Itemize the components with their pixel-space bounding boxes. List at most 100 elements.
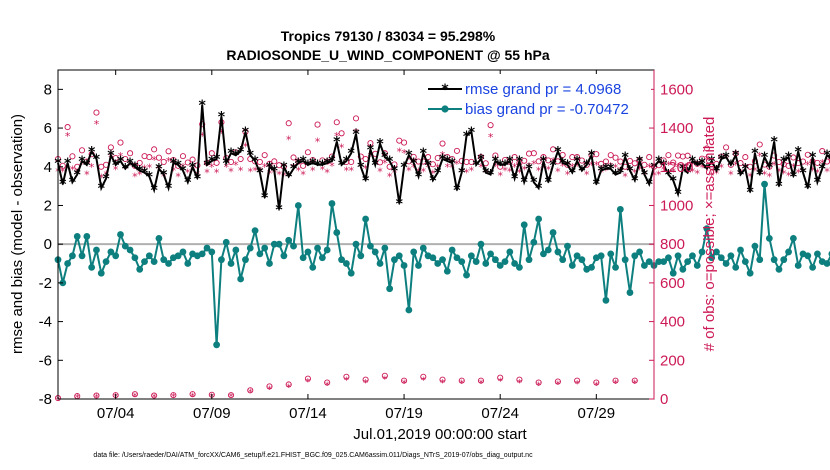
obs-possible-marker — [684, 152, 691, 159]
obs-assimilated-00z-marker: * — [344, 376, 349, 387]
obs-assimilated-marker: * — [493, 160, 499, 173]
obs-possible-marker — [64, 124, 71, 131]
obs-possible-00z-marker — [189, 391, 196, 398]
bias-marker — [218, 256, 225, 264]
obs-assimilated-marker: * — [209, 161, 215, 174]
rmse-marker: * — [333, 135, 341, 151]
obs-assimilated-marker: * — [690, 166, 696, 179]
obs-possible-marker — [703, 145, 710, 152]
obs-possible-marker — [136, 159, 143, 166]
rmse-marker: * — [290, 162, 298, 178]
rmse-marker: * — [88, 144, 96, 160]
y-tick-label-left: -2 — [39, 275, 52, 292]
obs-possible-marker — [487, 122, 494, 129]
rmse-marker: * — [823, 148, 830, 164]
bias-marker — [660, 258, 668, 265]
obs-assimilated-00z-marker: * — [555, 380, 560, 391]
obs-possible-00z-marker — [593, 379, 600, 386]
obs-assimilated-marker: * — [329, 160, 335, 173]
y-tick-label-left: 6 — [44, 120, 52, 137]
rmse-marker: * — [694, 158, 702, 174]
obs-possible-marker — [689, 158, 696, 165]
obs-possible-00z-marker — [324, 379, 331, 386]
obs-assimilated-marker: * — [521, 164, 527, 177]
obs-possible-marker — [646, 154, 653, 161]
obs-assimilated-marker: * — [824, 166, 830, 179]
bias-marker — [208, 248, 216, 256]
obs-possible-marker — [107, 144, 114, 151]
obs-possible-marker — [814, 159, 821, 166]
obs-assimilated-marker: * — [435, 162, 441, 175]
obs-assimilated-marker: * — [594, 159, 600, 172]
rmse-marker: * — [170, 156, 178, 172]
rmse-marker: * — [477, 152, 485, 168]
bias-marker — [294, 202, 302, 209]
obs-assimilated-marker: * — [132, 170, 138, 183]
bias-marker — [621, 256, 629, 264]
rmse-marker: * — [59, 177, 67, 193]
obs-assimilated-marker: * — [151, 154, 157, 167]
obs-assimilated-marker: * — [387, 170, 393, 183]
rmse-marker: * — [775, 179, 783, 195]
rmse-marker: * — [501, 158, 509, 174]
bias-marker — [381, 244, 389, 252]
rmse-marker: * — [583, 158, 591, 174]
obs-assimilated-marker: * — [262, 161, 268, 174]
rmse-marker: * — [453, 183, 461, 199]
bias-marker — [703, 225, 711, 233]
obs-possible-00z-marker — [401, 377, 408, 384]
obs-possible-marker — [304, 149, 311, 156]
rmse-marker: * — [602, 162, 610, 178]
obs-assimilated-marker: * — [680, 161, 686, 174]
legend-rmse-marker: * — [441, 82, 449, 98]
obs-assimilated-marker: * — [752, 165, 758, 178]
obs-assimilated-marker: * — [565, 169, 571, 182]
bias-marker — [616, 205, 624, 213]
obs-assimilated-marker: * — [339, 141, 345, 154]
bias-marker — [270, 240, 278, 248]
obs-possible-marker — [511, 154, 518, 161]
rmse-marker: * — [271, 164, 279, 180]
obs-possible-marker — [285, 120, 292, 127]
bias-marker — [266, 260, 273, 267]
bias-marker — [112, 252, 120, 260]
bias-marker — [765, 234, 773, 242]
obs-assimilated-00z-marker: * — [536, 380, 541, 391]
bias-marker — [318, 254, 326, 262]
x-tick-label: 07/29 — [578, 405, 616, 422]
bias-marker — [814, 250, 821, 258]
rmse-marker: * — [352, 127, 360, 143]
rmse-marker: * — [74, 168, 82, 184]
obs-assimilated-marker: * — [334, 130, 340, 143]
obs-assimilated-00z-marker: * — [248, 388, 253, 399]
bias-marker — [386, 285, 394, 293]
obs-assimilated-marker: * — [632, 167, 638, 180]
rmse-marker: * — [155, 162, 163, 178]
obs-assimilated-marker: * — [214, 167, 220, 180]
x-tick-label: 07/14 — [289, 405, 327, 422]
rmse-marker: * — [655, 154, 663, 170]
obs-possible-marker — [583, 161, 590, 168]
rmse-marker: * — [237, 144, 245, 160]
obs-assimilated-marker: * — [363, 163, 369, 176]
obs-assimilated-marker: * — [430, 168, 436, 181]
bias-marker — [117, 231, 124, 238]
rmse-marker: * — [665, 168, 673, 184]
obs-assimilated-marker: * — [728, 169, 734, 182]
obs-assimilated-00z-marker: * — [190, 392, 195, 403]
rmse-line — [57, 104, 830, 210]
bias-marker — [506, 248, 514, 256]
obs-assimilated-marker: * — [497, 169, 503, 182]
obs-possible-00z-marker — [285, 381, 292, 388]
rmse-marker: * — [126, 156, 134, 172]
obs-assimilated-marker: * — [776, 166, 782, 179]
bias-marker — [395, 252, 403, 260]
obs-assimilated-marker: * — [368, 150, 374, 163]
bias-marker — [780, 256, 788, 264]
bias-marker — [145, 252, 153, 260]
obs-assimilated-marker: * — [296, 165, 302, 178]
rmse-marker: * — [646, 177, 654, 193]
rmse-marker: * — [107, 148, 115, 164]
bias-marker — [775, 265, 783, 273]
